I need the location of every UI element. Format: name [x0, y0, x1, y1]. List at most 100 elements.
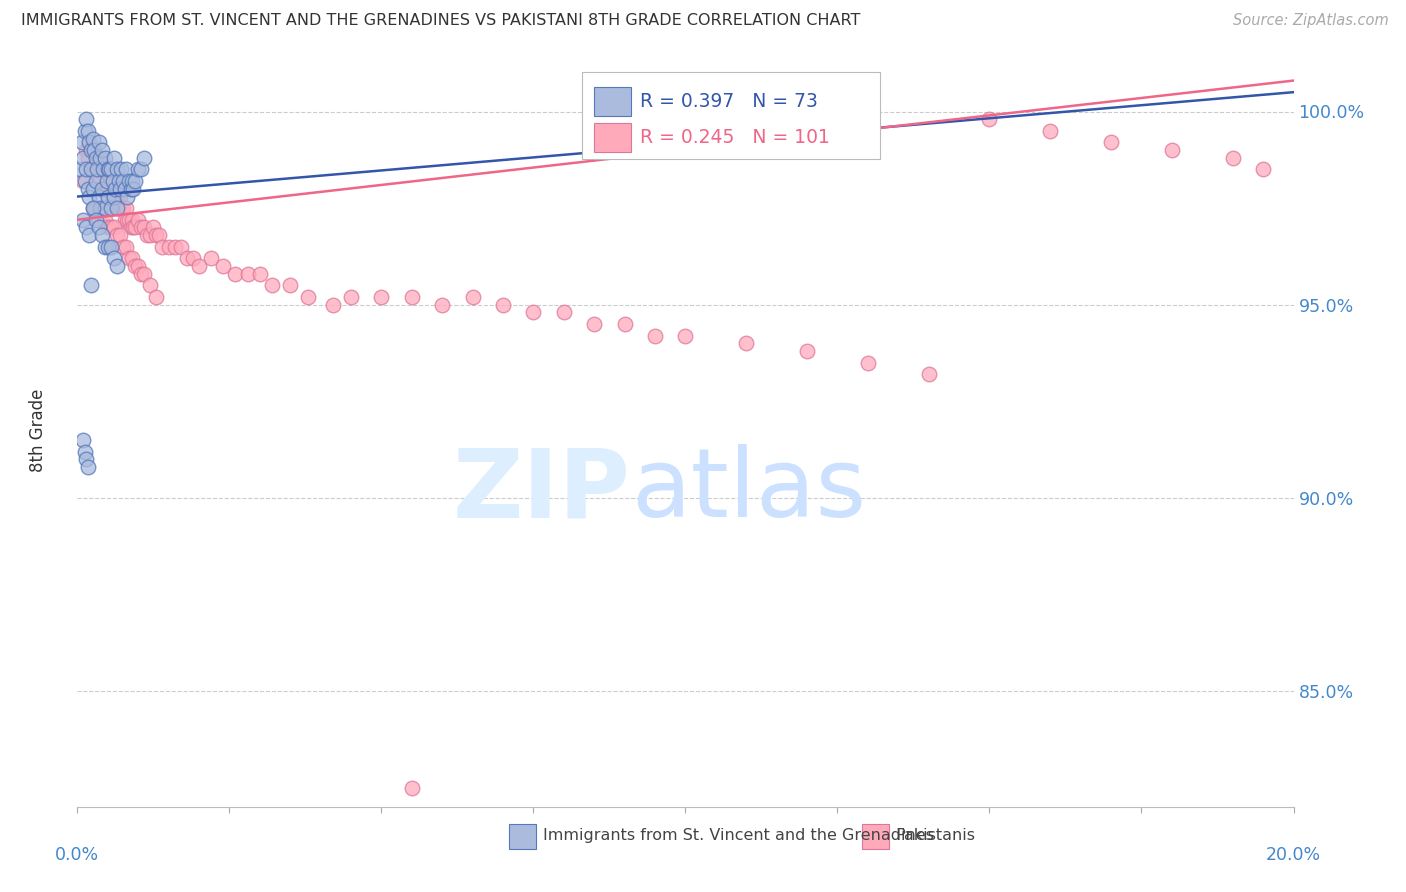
Point [75, 143, 97, 157]
Point [127, 162, 149, 177]
Point [105, 162, 128, 177]
Point [72, 151, 94, 165]
Point [75, 162, 97, 177]
Text: Source: ZipAtlas.com: Source: ZipAtlas.com [1233, 13, 1389, 29]
Point [87, 220, 110, 235]
Point [84, 151, 107, 165]
Point [90, 201, 112, 215]
Point [103, 252, 125, 266]
Point [105, 228, 128, 243]
Point [82, 182, 104, 196]
Point [111, 174, 134, 188]
Point [84, 151, 107, 165]
Point [82, 131, 104, 145]
Point [79, 136, 101, 150]
Point [297, 290, 319, 304]
Point [139, 228, 162, 243]
Point [136, 228, 159, 243]
Point [103, 182, 125, 196]
Point [84, 212, 107, 227]
Point [145, 228, 167, 243]
Point [979, 112, 1001, 127]
Point [100, 240, 122, 254]
Point [72, 174, 94, 188]
Point [90, 182, 112, 196]
Point [83, 201, 105, 215]
Point [79, 228, 101, 243]
Point [101, 174, 124, 188]
Point [108, 189, 131, 203]
Point [82, 201, 104, 215]
Point [105, 201, 128, 215]
Point [163, 240, 186, 254]
Point [121, 174, 143, 188]
Point [96, 174, 118, 188]
Point [236, 267, 259, 281]
Point [97, 174, 120, 188]
Point [97, 240, 120, 254]
Point [796, 344, 818, 359]
Point [644, 328, 666, 343]
Point [124, 174, 146, 188]
Point [89, 201, 111, 215]
Point [675, 328, 697, 343]
Point [129, 162, 152, 177]
Point [97, 162, 120, 177]
Point [77, 124, 100, 138]
Point [735, 336, 758, 351]
Point [103, 220, 125, 235]
Point [103, 151, 125, 165]
Point [124, 259, 146, 273]
Point [107, 174, 129, 188]
Point [100, 174, 122, 188]
Point [121, 212, 143, 227]
Point [87, 189, 110, 203]
Point [75, 112, 97, 127]
Point [79, 136, 101, 150]
Point [122, 220, 145, 235]
Point [70, 136, 93, 150]
Point [157, 240, 180, 254]
Point [89, 174, 111, 188]
Point [75, 220, 97, 235]
Point [120, 220, 142, 235]
Point [127, 259, 149, 273]
Point [152, 240, 174, 254]
Point [90, 143, 112, 157]
Point [212, 259, 235, 273]
Point [129, 220, 152, 235]
Point [118, 252, 141, 266]
Point [72, 212, 94, 227]
Point [188, 259, 211, 273]
Point [115, 201, 138, 215]
Point [522, 305, 544, 319]
Point [101, 189, 124, 203]
Point [87, 151, 110, 165]
Point [115, 162, 138, 177]
Point [260, 278, 283, 293]
Point [120, 182, 142, 196]
Point [401, 290, 423, 304]
Point [583, 317, 606, 331]
Point [432, 298, 454, 312]
Point [553, 305, 575, 319]
Bar [862, 824, 889, 848]
Text: Immigrants from St. Vincent and the Grenadines: Immigrants from St. Vincent and the Gren… [543, 829, 934, 844]
Point [111, 201, 134, 215]
Point [145, 290, 167, 304]
Point [108, 228, 131, 243]
Point [118, 212, 141, 227]
Point [115, 240, 138, 254]
Point [80, 278, 103, 293]
Point [278, 278, 301, 293]
Point [100, 201, 122, 215]
Point [91, 182, 114, 196]
Point [93, 201, 115, 215]
Point [97, 220, 120, 235]
Point [1161, 143, 1184, 157]
Point [114, 182, 136, 196]
Point [93, 162, 115, 177]
Bar [509, 824, 536, 848]
Point [108, 182, 131, 196]
Point [176, 252, 198, 266]
